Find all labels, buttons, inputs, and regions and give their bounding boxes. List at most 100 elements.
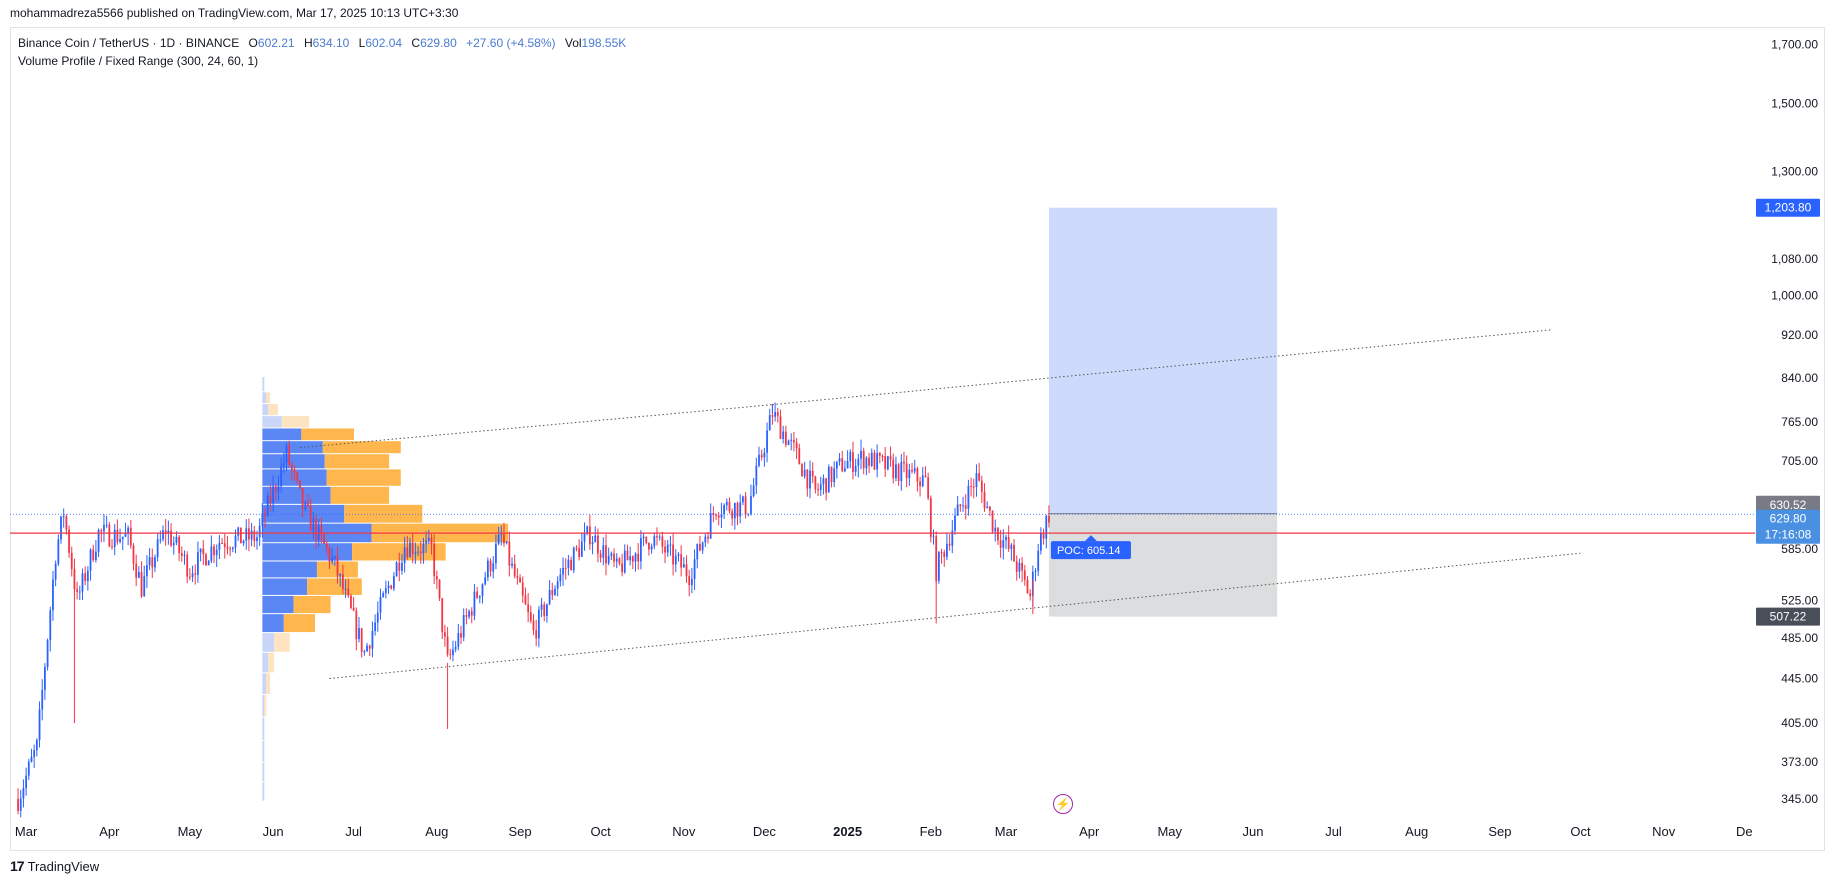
profile-bar-down [344,504,423,523]
candle-body [529,612,532,621]
volume-label: Vol [564,36,582,50]
candle-body [873,452,876,470]
candle-body [17,798,19,811]
candle-body [1034,570,1037,572]
candle-body [371,631,374,649]
candle-body [537,609,540,639]
brand-text: TradingView [27,858,100,874]
candle-body [376,612,379,623]
candle-body [97,530,100,552]
candle-body [374,622,377,632]
candle-body [239,527,242,544]
candle-body [607,556,610,564]
candle-body [798,448,801,465]
candle-body [895,464,897,479]
candle-body [427,537,430,541]
symbol-title[interactable]: Binance Coin / TetherUS · 1D · BINANCE [18,36,240,50]
candle-body [366,645,368,652]
candle-body [731,511,734,519]
candle-body [409,542,411,558]
candle-body [876,452,879,470]
candle-body [481,584,484,596]
candle-body [1013,544,1015,562]
candle-body [1039,533,1042,551]
candle-body [229,548,232,550]
high-label: H [303,36,313,50]
low-value: 602.04 [365,36,403,50]
candle-body [60,516,62,540]
candle-body [822,478,825,485]
candle-body [900,461,903,481]
candle-body [556,581,559,589]
entry-badge-box [1756,495,1820,514]
indicator-title[interactable]: Volume Profile / Fixed Range (300, 24, 6… [18,54,259,68]
candle-body [693,559,696,579]
candle-body [188,576,191,578]
open-label: O [248,36,258,50]
candle-body [352,607,355,611]
poc-label-text: POC: 605.14 [1057,545,1121,557]
profile-bar-down [268,404,278,416]
candle-body [167,530,170,534]
candle-body [817,489,819,491]
stop-zone [1048,513,1278,617]
candle-body [621,563,623,573]
candle-body [852,452,854,473]
low-label: L [358,36,366,50]
profile-bar-down [274,633,290,652]
candle-body [776,412,779,417]
candle-body [199,548,202,553]
candle-body [964,505,967,509]
candle-body [368,645,371,649]
candle-body [186,554,189,577]
profile-bar-down [266,392,271,404]
candle-body [76,589,79,592]
candle-body [771,415,774,417]
candle-body [623,550,626,573]
price-lines-layer: POC: 605.14 [10,513,1755,560]
candle-body [403,547,406,563]
candle-body [562,567,564,575]
stop-badge-box [1756,607,1820,626]
candle-body [1021,562,1023,571]
candle-body [664,546,666,553]
x-tick-label: Jun [1242,824,1263,839]
candle-body [183,554,186,556]
candle-body [618,558,621,564]
profile-bar-down [307,578,362,595]
candle-body [803,469,806,477]
profile-bar-up [262,762,265,782]
candle-body [921,475,924,487]
profile-bar-down [293,595,331,614]
candle-body [937,552,940,581]
candle-body [793,439,795,443]
candle-body [111,546,113,548]
candle-body [795,442,798,449]
x-tick-label: Aug [1405,824,1428,839]
candle-body [849,452,852,462]
candle-body [946,543,948,557]
candle-body [390,585,393,589]
candle-body [878,452,881,456]
candle-body [221,542,223,544]
candle-body [774,412,777,417]
candle-body [631,556,634,562]
candle-body [290,464,293,470]
candle-body [723,505,726,515]
candle-body [1029,593,1032,596]
candle-body [674,555,677,565]
candle-body [441,598,444,633]
candle-body [583,533,586,542]
candle-body [449,654,452,656]
candle-body [411,542,414,555]
candle-body [1023,570,1026,580]
candle-body [913,468,916,472]
candle-body [170,530,172,546]
candle-body [742,496,744,503]
candle-body [755,465,758,486]
candle-body [809,470,811,489]
candle-body [476,591,479,598]
lightning-icon[interactable]: ⚡ [1053,794,1073,814]
candle-body [148,557,151,566]
